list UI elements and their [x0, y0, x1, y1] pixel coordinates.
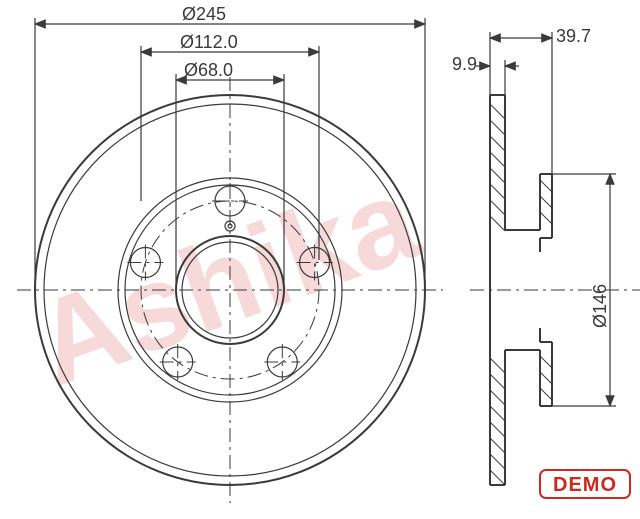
hatch-upper: [490, 104, 505, 231]
hatch-lower: [490, 358, 505, 485]
svg-text:Ø112.0: Ø112.0: [180, 32, 238, 52]
watermark-text: Ashika: [18, 151, 435, 412]
demo-badge: DEMO: [540, 470, 630, 498]
side-view: [470, 95, 640, 485]
svg-text:Ø245: Ø245: [182, 4, 226, 24]
svg-text:39.7: 39.7: [556, 26, 591, 46]
dim-t99: 9.9: [452, 54, 519, 95]
svg-text:9.9: 9.9: [452, 54, 477, 74]
svg-text:DEMO: DEMO: [553, 474, 617, 496]
svg-text:Ø68.0: Ø68.0: [184, 60, 233, 80]
drawing-canvas: Ashika: [0, 0, 640, 519]
svg-text:Ø146: Ø146: [590, 284, 610, 328]
